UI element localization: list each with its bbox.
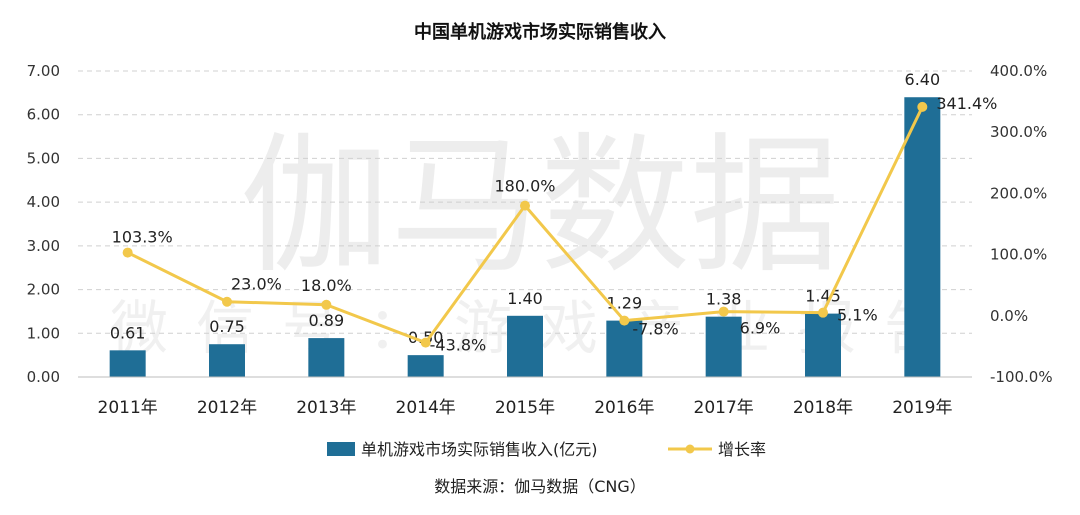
growth-marker [718,306,729,317]
legend-bar-swatch [327,442,355,456]
growth-marker [520,200,530,211]
x-tick-label: 2014年 [396,398,456,418]
left-tick-label: 4.00 [27,193,60,211]
bar [507,315,543,377]
source-text: 数据来源：伽马数据（CNG） [434,477,646,496]
bar [705,316,742,377]
left-tick-label: 2.00 [27,281,60,299]
growth-value-label: 18.0% [301,276,352,295]
growth-marker [321,299,332,310]
right-tick-label: -100.0% [990,368,1053,386]
x-tick-label: 2017年 [694,398,754,418]
right-tick-label: 100.0% [990,246,1047,264]
bar-value-label: 1.38 [706,290,742,309]
right-tick-label: 400.0% [990,62,1047,80]
growth-value-label: 103.3% [112,228,173,247]
growth-marker [818,307,828,318]
line-series: 103.3% 23.0% 18.0% -43.8% 180.0% -7.8% 6.9% 5.1… [112,94,998,355]
bar [904,97,941,377]
growth-marker [917,101,928,112]
bar [308,338,345,377]
left-axis: 0.00 1.00 2.00 3.00 4.00 5.00 6.00 7.00 [27,62,60,386]
growth-value-label: 180.0% [494,177,555,196]
legend-bar-label: 单机游戏市场实际销售收入(亿元) [361,440,598,459]
x-tick-label: 2011年 [98,398,158,418]
bar [209,344,245,377]
growth-value-label: -43.8% [430,336,487,355]
growth-value-label: -7.8% [632,320,678,339]
bar-value-label: 0.89 [309,311,345,330]
left-tick-label: 0.00 [27,368,60,386]
growth-value-label: 5.1% [837,306,878,325]
x-tick-label: 2013年 [296,398,356,418]
bar [109,350,146,377]
bar-series: 0.610.750.890.501.401.291.381.456.40 [109,70,941,377]
bar-value-label: 1.29 [607,294,643,313]
bar [407,355,444,377]
right-tick-label: 200.0% [990,184,1047,202]
watermark-main: 伽马数据 [240,120,840,294]
legend-line-marker [685,444,695,454]
right-axis: -100.0% 0.0% 100.0% 200.0% 300.0% 400.0% [990,62,1053,386]
bar-value-label: 6.40 [905,70,941,89]
x-axis: 2011年 2012年 2013年 2014年 2015年 2016年 2017年 2018年… [98,398,953,418]
x-tick-label: 2015年 [495,398,555,418]
gridlines [78,70,972,334]
growth-value-label: 23.0% [231,275,282,294]
x-tick-label: 2019年 [892,398,952,418]
x-tick-label: 2012年 [197,398,257,418]
right-tick-label: 300.0% [990,123,1047,141]
left-tick-label: 1.00 [27,324,60,342]
bar [805,313,841,377]
left-tick-label: 7.00 [27,62,60,80]
bar-value-label: 0.75 [209,317,245,336]
chart-title: 中国单机游戏市场实际销售收入 [414,21,666,43]
legend: 单机游戏市场实际销售收入(亿元) 增长率 [327,440,766,459]
growth-marker [619,315,630,326]
growth-value-label: 341.4% [936,94,997,113]
bar-value-label: 1.40 [507,289,543,308]
legend-line-label: 增长率 [718,440,766,459]
growth-marker [222,296,232,307]
bar-value-label: 0.61 [110,323,146,342]
x-tick-label: 2018年 [793,398,853,418]
left-tick-label: 3.00 [27,237,60,255]
growth-value-label: 6.9% [740,319,781,338]
growth-marker [420,337,431,348]
x-tick-label: 2016年 [594,398,654,418]
growth-marker [122,247,133,258]
left-tick-label: 5.00 [27,149,60,167]
left-tick-label: 6.00 [27,106,60,124]
bar [606,320,643,377]
right-tick-label: 0.0% [990,307,1028,325]
